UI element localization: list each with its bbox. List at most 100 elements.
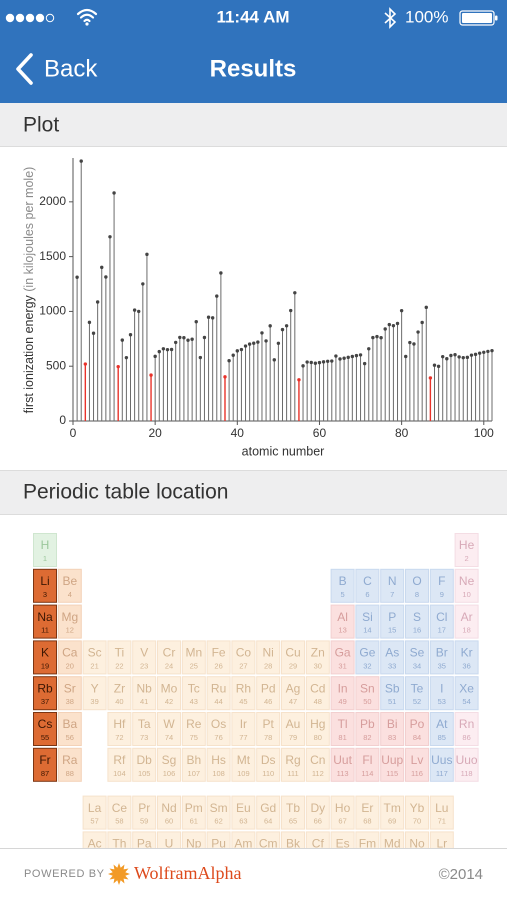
back-button[interactable]: Back: [16, 53, 98, 85]
element-number: 64: [264, 817, 272, 826]
stem-marker: [486, 349, 490, 354]
periodic-table: H1Li3Na11K19Rb37Cs55Fr87Be4Mg12Ca20Sr38B…: [33, 533, 479, 866]
element-box: [405, 747, 429, 782]
stem-marker: [441, 354, 445, 359]
stem-marker: [206, 315, 211, 319]
element-number: 48: [314, 697, 322, 706]
element-symbol: Dy: [310, 801, 325, 815]
element-box: [281, 712, 305, 746]
stem-marker: [247, 342, 252, 346]
element-box: [330, 568, 355, 603]
stem-marker: [436, 364, 441, 369]
nav-title: Results: [210, 55, 297, 82]
element-cell: Tl 81: [330, 712, 355, 746]
element-number: 109: [237, 769, 250, 778]
stem-marker: [223, 375, 227, 379]
stem-marker: [469, 353, 474, 357]
element-symbol: Zr: [114, 681, 125, 695]
x-tick-label: 40: [231, 426, 245, 440]
section-header: [0, 103, 507, 147]
stem-marker: [313, 361, 318, 365]
element-number: 54: [462, 697, 470, 706]
stem-marker: [428, 376, 433, 380]
stem-marker: [465, 355, 470, 360]
element-box: [454, 712, 479, 746]
element-number: 3: [43, 590, 47, 599]
element-symbol: Mn: [185, 646, 202, 660]
stem-marker: [100, 265, 104, 270]
element-number: 14: [363, 626, 371, 635]
stem-marker: [383, 327, 387, 331]
element-symbol: He: [459, 538, 475, 552]
stem-marker: [395, 321, 400, 326]
element-cell: Ir 77: [231, 712, 256, 746]
element-number: 10: [462, 590, 470, 599]
element-box: [57, 712, 82, 746]
section-header: [0, 470, 507, 515]
stem-marker: [391, 323, 396, 328]
element-cell: Er 68: [355, 795, 380, 830]
element-cell: Hs 108: [206, 747, 231, 782]
element-symbol: Au: [286, 717, 301, 731]
element-cell: Db 105: [132, 747, 157, 782]
element-symbol: Pd: [261, 681, 276, 695]
element-box: [454, 533, 479, 567]
element-symbol: Pa: [137, 837, 152, 851]
y-tick-label: 0: [59, 413, 66, 427]
element-box: [132, 795, 157, 830]
stem-marker: [408, 340, 412, 345]
element-number: 40: [115, 697, 123, 706]
stem-marker: [490, 348, 494, 353]
element-cell: Li 3: [33, 568, 57, 603]
element-symbol: Be: [62, 574, 77, 588]
element-cell: Rn 86: [454, 712, 479, 746]
stem-marker: [124, 355, 129, 360]
element-number: 51: [388, 697, 396, 706]
battery-percent: 100%: [405, 7, 448, 26]
element-box: [157, 712, 181, 746]
element-cell: W 74: [157, 712, 181, 746]
element-number: 76: [214, 733, 222, 742]
element-symbol: Ac: [88, 837, 102, 851]
element-cell: K19: [33, 640, 57, 675]
element-number: 57: [90, 817, 98, 826]
element-number: 27: [239, 661, 247, 670]
element-box: [231, 712, 256, 746]
back-chevron[interactable]: [16, 53, 33, 85]
element-symbol: Rg: [285, 753, 300, 767]
element-number: 75: [190, 733, 198, 742]
stem-marker: [83, 362, 88, 366]
element-number: 11: [41, 626, 49, 635]
element-number: 16: [413, 626, 421, 635]
stem-marker: [432, 363, 437, 367]
element-symbol: Sg: [162, 753, 177, 767]
stem-marker: [198, 355, 203, 360]
element-box: [157, 795, 181, 830]
stem-marker: [424, 305, 428, 310]
element-box: [330, 795, 355, 830]
element-cell: Tb 65: [281, 795, 305, 830]
back-label[interactable]: Back: [44, 55, 98, 82]
element-box: [454, 676, 479, 711]
stem-marker: [367, 347, 371, 351]
element-cell: Gd 64: [256, 795, 281, 830]
element-box: [330, 676, 355, 711]
element-number: 77: [239, 733, 247, 742]
element-symbol: Se: [410, 646, 425, 660]
element-cell: Be 4: [57, 568, 82, 603]
element-symbol: Pb: [360, 717, 375, 731]
element-cell: C6: [355, 568, 380, 603]
element-symbol: Yb: [410, 801, 425, 815]
element-symbol: Rb: [37, 681, 53, 695]
element-number: 47: [289, 697, 297, 706]
stem-marker: [256, 340, 260, 344]
stem-marker: [404, 354, 408, 359]
element-cell: Yb 70: [405, 795, 429, 830]
element-box: [181, 640, 206, 675]
element-cell: Uus 117: [429, 747, 454, 782]
stem-marker: [301, 364, 305, 368]
element-symbol: Os: [211, 717, 226, 731]
element-box: [305, 712, 330, 746]
